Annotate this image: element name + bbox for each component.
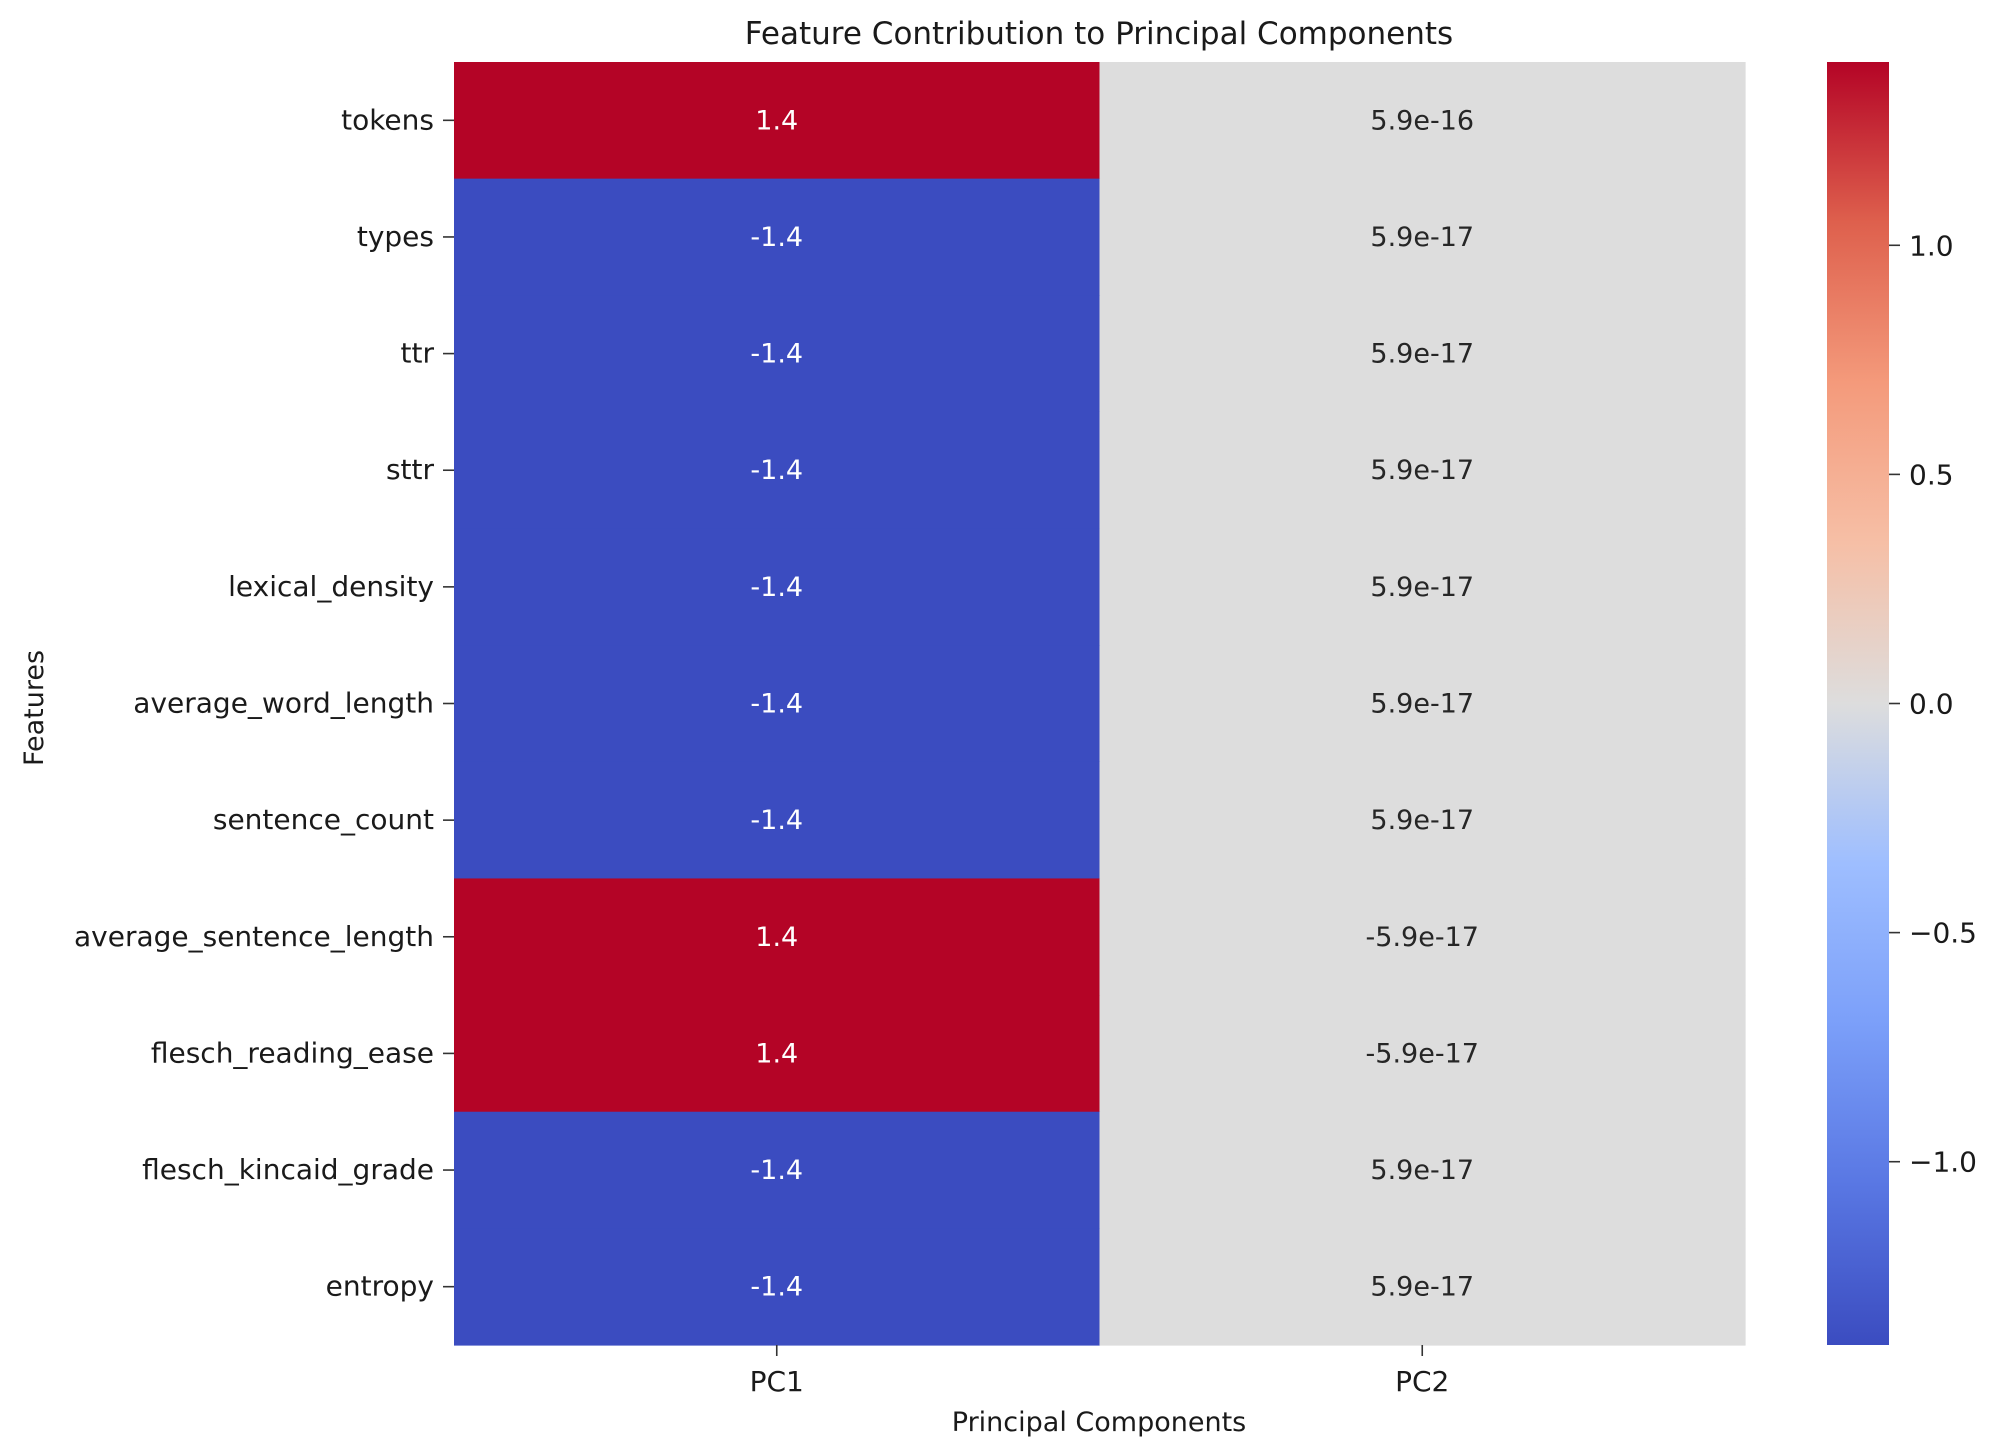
heatmap-cell: [454, 178, 1101, 296]
y-axis: tokens types ttr sttr lexical_densityaverage…: [74, 103, 454, 1303]
cell-annotation: 5.9e-17: [1370, 1155, 1474, 1186]
cell-annotation: 5.9e-17: [1370, 805, 1474, 836]
heatmap-cell: [454, 62, 1101, 180]
y-tick-label: tokens: [341, 103, 434, 136]
cell-annotation: 5.9e-17: [1370, 572, 1474, 603]
y-tick-label: types: [357, 220, 434, 253]
heatmap-cell: [454, 295, 1101, 413]
colorbar-ticks: 1.0 0.5 0.0 −0.5 −1.0: [1889, 229, 1977, 1179]
colorbar-tick-label: −1.0: [1909, 1146, 1977, 1179]
cell-annotation: 5.9e-17: [1370, 455, 1474, 486]
heatmap-cell: [1099, 62, 1746, 180]
heatmap-cell: [1099, 295, 1746, 413]
x-tick-label: PC1: [750, 1365, 804, 1398]
y-tick-label: ttr: [401, 337, 435, 370]
heatmap-cell: [454, 1228, 1101, 1346]
heatmap-cell: [1099, 645, 1746, 763]
cell-annotation: 1.4: [755, 922, 798, 953]
x-tick-label: PC2: [1395, 1365, 1449, 1398]
cell-annotation: -5.9e-17: [1366, 1038, 1479, 1069]
heatmap-cell: [1099, 528, 1746, 646]
heatmap-cell: [454, 645, 1101, 763]
heatmap-cell: [1099, 878, 1746, 996]
chart-title: Feature Contribution to Principal Compon…: [745, 16, 1453, 52]
cell-annotation: 5.9e-17: [1370, 689, 1474, 720]
y-tick-label: lexical_density: [228, 570, 434, 603]
cell-annotation: -1.4: [750, 1155, 803, 1186]
heatmap-cell: [454, 411, 1101, 530]
heatmap-cell: [1099, 411, 1746, 530]
cell-annotation: -1.4: [750, 1272, 803, 1303]
cell-annotation: 5.9e-17: [1370, 222, 1474, 253]
y-tick-label: flesch_reading_ease: [151, 1036, 434, 1069]
colorbar-tick-label: 0.0: [1909, 688, 1954, 721]
cell-annotation: -1.4: [750, 805, 803, 836]
heatmap-cells: [454, 62, 1746, 1346]
y-tick-label: average_sentence_length: [74, 920, 434, 953]
cell-annotation: 1.4: [755, 105, 798, 136]
heatmap-cell: [454, 528, 1101, 646]
y-tick-label: average_word_length: [133, 687, 434, 720]
colorbar-tick-label: −0.5: [1909, 917, 1977, 950]
cell-annotation: -1.4: [750, 339, 803, 370]
cell-annotation: -5.9e-17: [1366, 922, 1479, 953]
cell-annotation: -1.4: [750, 689, 803, 720]
cell-annotation: -1.4: [750, 455, 803, 486]
cell-annotation: 5.9e-17: [1370, 339, 1474, 370]
y-axis-label: Features: [19, 650, 50, 766]
heatmap-cell: [454, 995, 1101, 1113]
cell-annotation: -1.4: [750, 572, 803, 603]
heatmap-cell: [1099, 995, 1746, 1113]
y-tick-label: sentence_count: [213, 803, 434, 836]
colorbar: [1827, 62, 1889, 1345]
heatmap-cell: [454, 878, 1101, 996]
heatmap-cell: [1099, 178, 1746, 296]
cell-annotations: 1.4 5.9e-16 -1.4 5.9e-17 -1.4 5.9e-17 -1.4 5.9e…: [750, 105, 1479, 1302]
heatmap-cell: [454, 761, 1101, 880]
heatmap-cell: [454, 1111, 1101, 1229]
x-axis-label: Principal Components: [952, 1407, 1246, 1438]
y-tick-label: sttr: [386, 453, 435, 486]
cell-annotation: 5.9e-16: [1370, 105, 1474, 136]
colorbar-tick-label: 0.5: [1909, 458, 1954, 491]
y-tick-label: entropy: [326, 1270, 434, 1303]
heatmap-cell: [1099, 1228, 1746, 1346]
heatmap-cell: [1099, 761, 1746, 880]
heatmap-cell: [1099, 1111, 1746, 1229]
x-axis: PC1 PC2: [750, 1345, 1449, 1398]
cell-annotation: 1.4: [755, 1038, 798, 1069]
y-tick-label: flesch_kincaid_grade: [142, 1153, 434, 1186]
cell-annotation: 5.9e-17: [1370, 1272, 1474, 1303]
cell-annotation: -1.4: [750, 222, 803, 253]
colorbar-tick-label: 1.0: [1909, 229, 1954, 262]
